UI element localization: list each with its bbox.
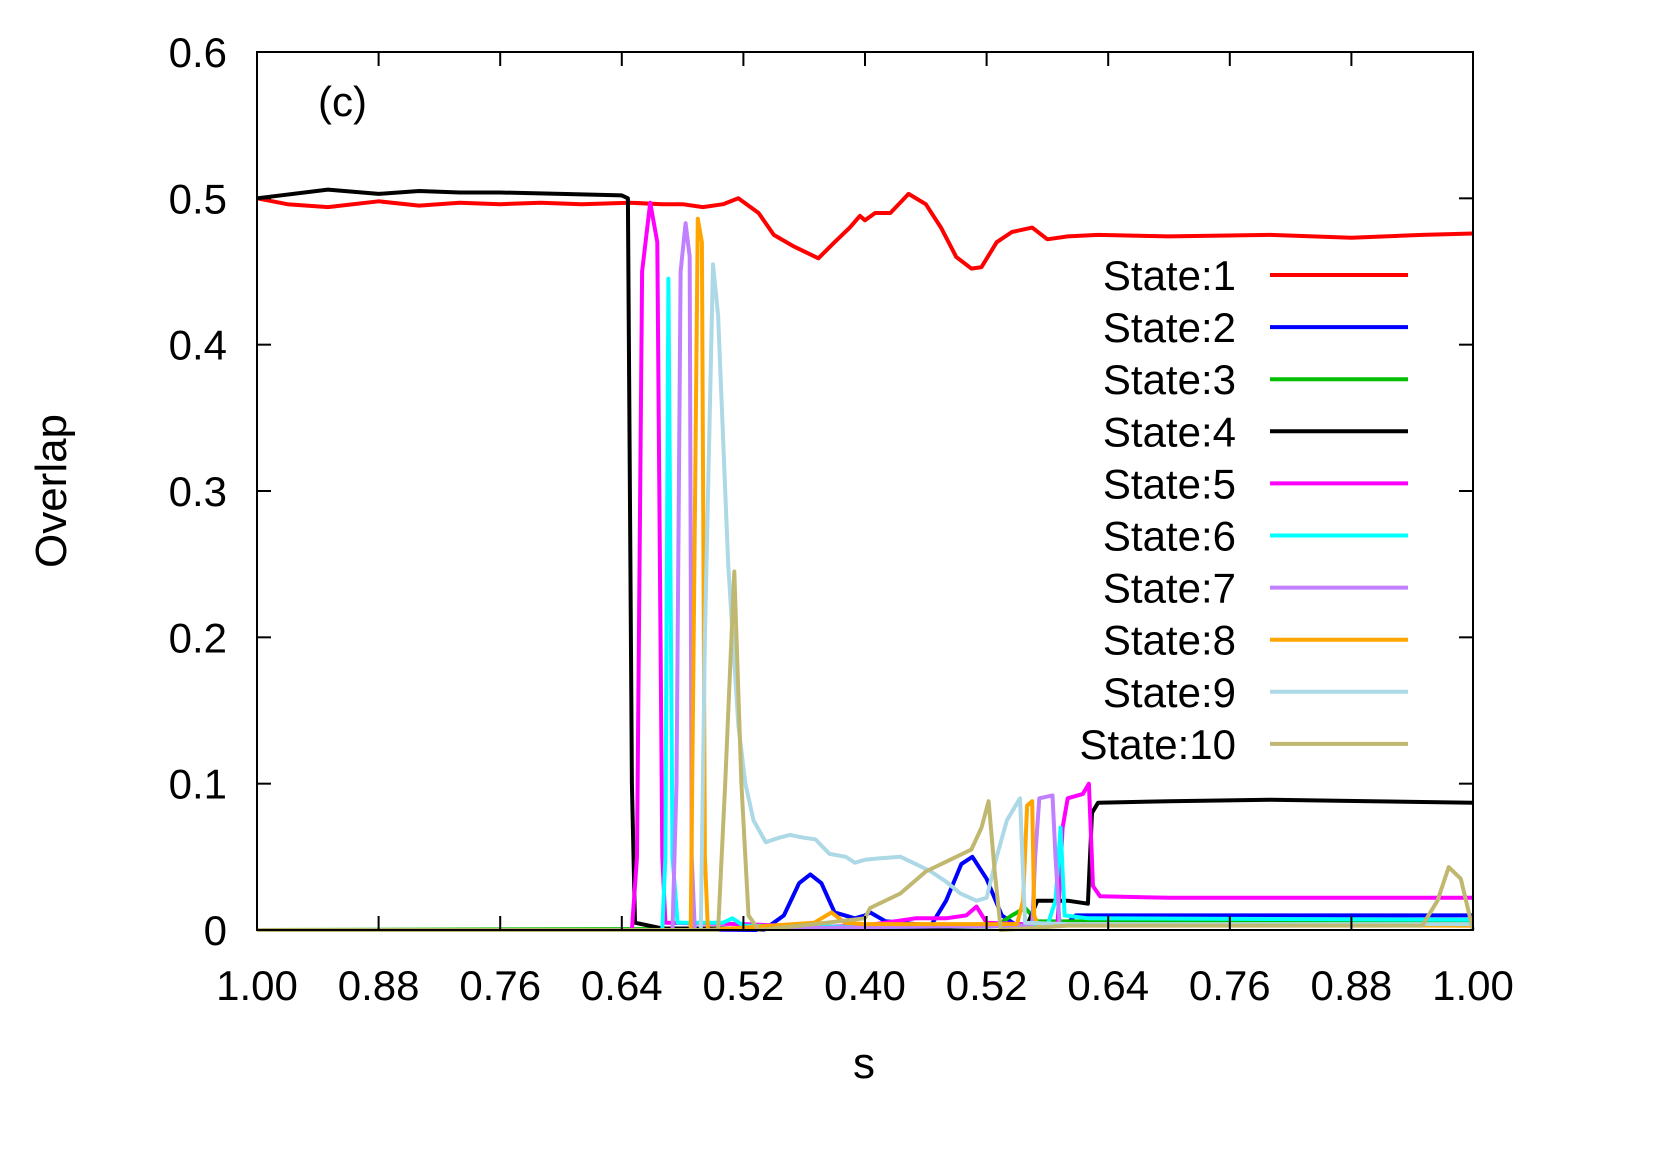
series-line-state-8 [257,216,1474,932]
y-tick-label: 0.6 [169,29,227,76]
x-tick-label: 0.88 [1311,962,1393,1009]
series-line-state-4 [256,187,1474,931]
y-tick-label: 0.1 [169,761,227,808]
legend-label: State:1 [1103,252,1236,299]
x-tick-label: 0.64 [581,962,663,1009]
ticks-layer: 0 0.1 0.2 0.3 0.4 0.5 0.6 1.00 0.88 0.76 0.64 0.52 0… [169,29,1514,1009]
legend-label: State:5 [1103,460,1236,507]
x-tick-label: 0.52 [946,962,1028,1009]
series-line-state-7 [257,221,1474,932]
series-line-state-9 [257,262,1473,932]
panel-label: (c) [318,78,367,125]
series-line-state-10 [257,569,1475,932]
y-tick-label: 0.4 [169,322,227,369]
legend-label: State:7 [1103,565,1236,612]
x-tick-label: 0.40 [824,962,906,1009]
legend: State:1 State:2 State:3 State:4 State:5 State… [1080,252,1408,768]
y-axis-label: Overlap [27,414,76,568]
x-tick-label: 0.88 [338,962,420,1009]
x-tick-label: 0.52 [703,962,785,1009]
legend-label: State:10 [1080,721,1236,768]
series-line-state-1 [256,191,1474,271]
x-tick-label: 0.76 [459,962,541,1009]
y-tick-label: 0.2 [169,614,227,661]
legend-label: State:2 [1103,304,1236,351]
legend-label: State:4 [1103,408,1236,455]
legend-label: State:8 [1103,617,1236,664]
y-tick-label: 0.5 [169,175,227,222]
x-tick-label: 1.00 [1432,962,1514,1009]
series-layer [256,187,1475,932]
series-line-state-5 [257,200,1473,932]
y-tick-label: 0 [204,907,227,954]
legend-label: State:6 [1103,513,1236,560]
legend-label: State:3 [1103,356,1236,403]
y-tick-label: 0.3 [169,468,227,515]
x-tick-label: 0.76 [1189,962,1271,1009]
legend-label: State:9 [1103,669,1236,716]
x-tick-label: 1.00 [216,962,298,1009]
x-tick-label: 0.64 [1067,962,1149,1009]
series-line-state-6 [257,276,1474,932]
x-axis-label: s [853,1039,875,1088]
